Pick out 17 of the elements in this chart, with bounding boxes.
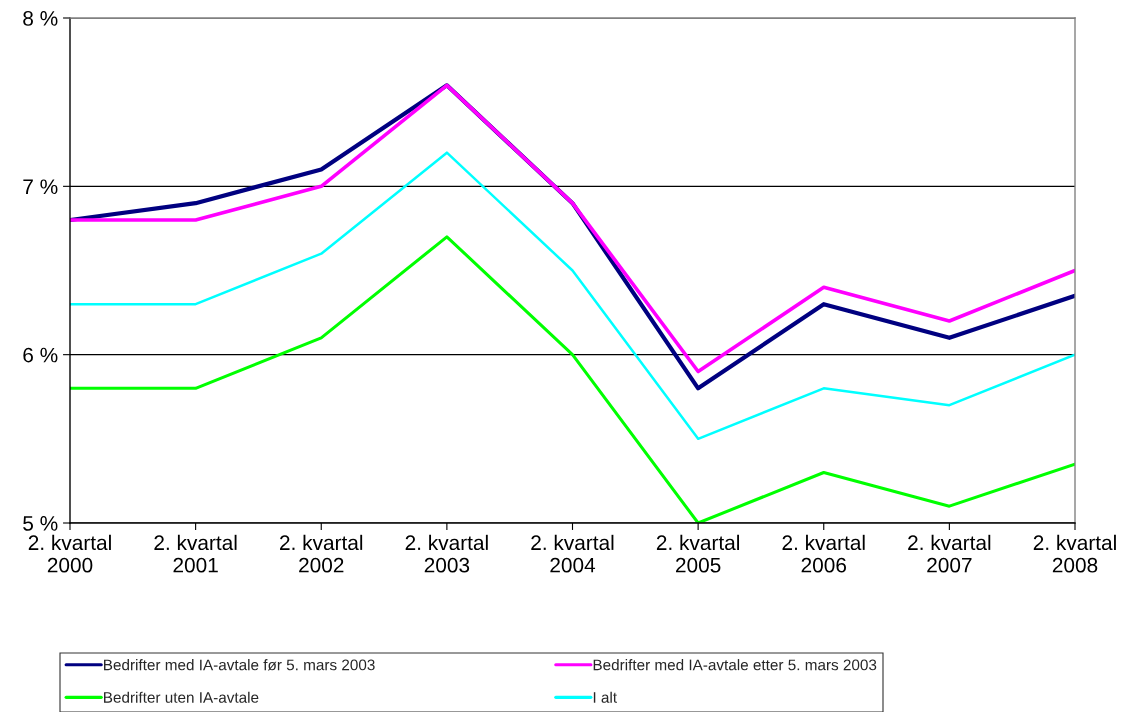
x-tick-label: 2. kvartal 2005 [656,534,739,573]
x-tick-label: 2. kvartal 2007 [908,534,991,573]
y-tick-label: 8 % [23,11,58,26]
x-tick-label: 2. kvartal 2000 [28,534,111,573]
y-tick-label: 5 % [23,516,58,531]
legend-label: I alt [593,691,617,703]
x-tick-label: 2. kvartal 2008 [1033,534,1116,573]
x-tick-label: 2. kvartal 2001 [154,534,237,573]
y-tick-label: 7 % [23,179,58,195]
legend-label: Bedrifter med IA-avtale før 5. mars 2003 [104,659,375,671]
y-tick-label: 6 % [23,347,58,363]
x-tick-label: 2. kvartal 2003 [405,534,488,573]
x-tick-label: 2. kvartal 2006 [782,534,865,573]
x-tick-label: 2. kvartal 2002 [280,534,363,573]
legend-label: Bedrifter uten IA-avtale [104,691,259,703]
legend-label: Bedrifter med IA-avtale etter 5. mars 2003 [593,659,877,671]
x-tick-label: 2. kvartal 2004 [531,534,614,573]
